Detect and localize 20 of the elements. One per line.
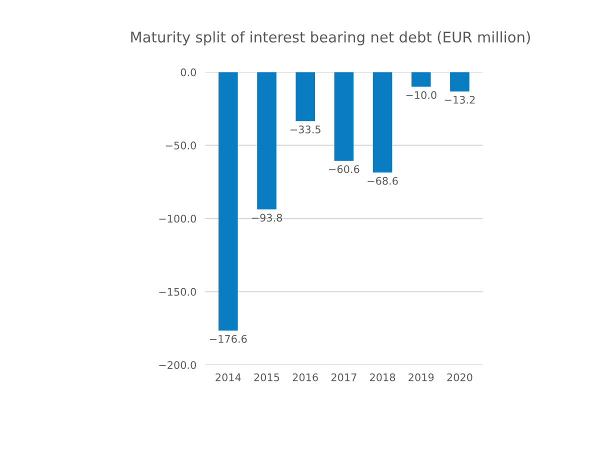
y-tick-label: −50.0 (166, 142, 196, 150)
x-tick-label: 2020 (447, 373, 472, 382)
data-label: −10.0 (406, 91, 436, 100)
chart-title: Maturity split of interest bearing net debt (EUR million) (131, 31, 530, 46)
x-tick-label: 2016 (292, 373, 318, 382)
data-label: −33.5 (290, 126, 320, 134)
data-label: −13.2 (444, 96, 475, 104)
data-label: −93.8 (252, 214, 282, 222)
y-tick-label: 0.0 (180, 68, 196, 76)
data-label: −60.6 (329, 165, 360, 174)
x-tick-label: 2017 (331, 373, 356, 382)
data-label: −176.6 (210, 334, 247, 343)
x-tick-label: 2019 (408, 373, 434, 382)
x-tick-label: 2015 (254, 373, 280, 382)
x-tick-label: 2018 (370, 373, 396, 382)
data-label: −68.6 (368, 176, 398, 185)
y-tick-label: −200.0 (159, 361, 196, 369)
y-tick-label: −100.0 (159, 214, 196, 223)
x-tick-label: 2014 (216, 373, 241, 382)
y-tick-label: −150.0 (159, 288, 196, 296)
